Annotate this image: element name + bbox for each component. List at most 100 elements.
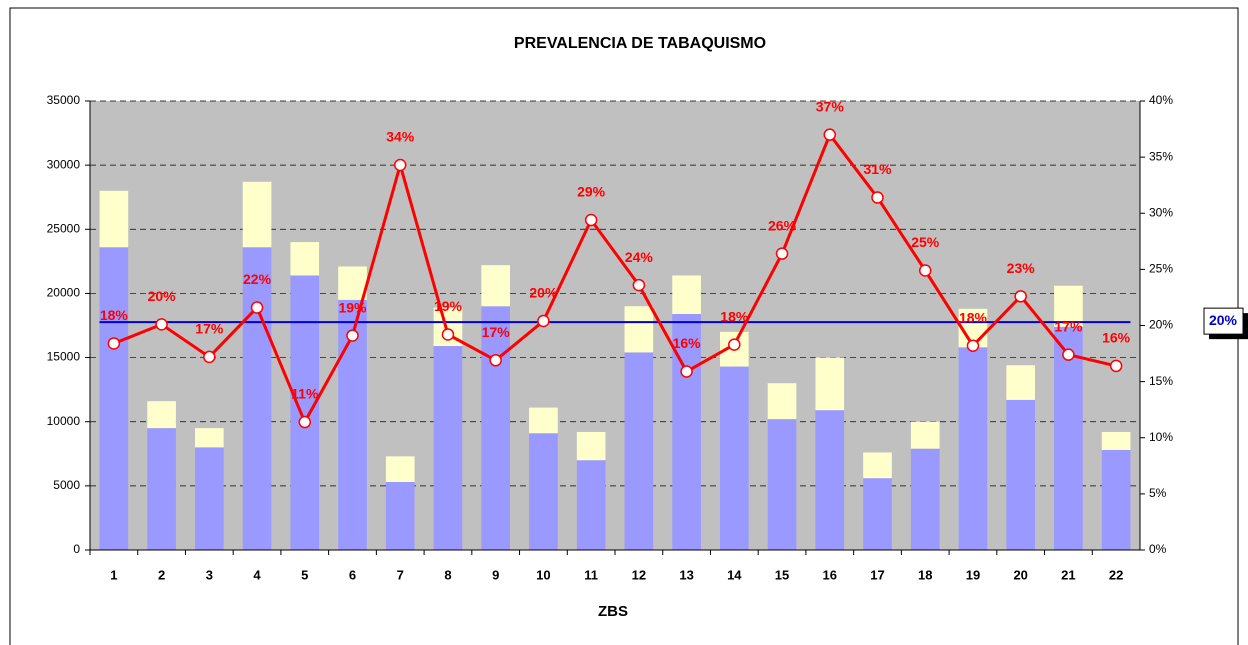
data-label: 26% <box>768 217 797 233</box>
line-point <box>775 247 789 260</box>
bar-segment <box>195 447 224 550</box>
y-tick-label: 0 <box>73 542 80 556</box>
bar-segment <box>242 181 272 248</box>
bar-segment <box>290 242 320 276</box>
bar-segment <box>815 410 845 550</box>
x-tick-label: 5 <box>301 567 308 582</box>
y2-tick-label: 30% <box>1149 205 1173 219</box>
x-tick-label: 16 <box>823 567 837 582</box>
bar-segment <box>1054 326 1083 550</box>
bar-segment <box>767 419 797 550</box>
y2-tick-label: 35% <box>1149 149 1173 163</box>
line-point <box>728 338 741 351</box>
x-tick-label: 20 <box>1013 567 1027 582</box>
bar-segment <box>529 433 558 550</box>
line-point <box>393 158 407 172</box>
bar-segment <box>815 357 845 411</box>
bar-segment <box>1101 431 1131 450</box>
x-tick-label: 22 <box>1109 567 1123 582</box>
data-label: 20% <box>148 288 177 304</box>
x-tick-label: 3 <box>206 567 213 582</box>
line-point <box>1062 348 1075 361</box>
bar-segment <box>529 407 558 434</box>
x-tick-label: 4 <box>253 567 261 582</box>
data-label: 34% <box>386 129 415 145</box>
bar-segment <box>290 275 320 550</box>
bar-segment <box>99 247 129 550</box>
x-tick-label: 6 <box>349 567 356 582</box>
chart-title: PREVALENCIA DE TABAQUISMO <box>514 35 766 52</box>
bar-segment <box>910 448 940 550</box>
x-tick-label: 15 <box>775 567 789 582</box>
x-tick-label: 9 <box>492 567 499 582</box>
x-tick-label: 8 <box>444 567 451 582</box>
bar-segment <box>958 347 988 550</box>
line-series <box>113 131 1117 426</box>
y-tick-label: 25000 <box>47 221 81 235</box>
x-tick-label: 7 <box>397 567 404 582</box>
bar-segment <box>481 265 510 307</box>
bar-segment <box>624 352 654 550</box>
bar-segment <box>147 428 176 550</box>
data-label: 18% <box>720 308 749 324</box>
data-label: 17% <box>195 321 224 337</box>
bar-segment <box>1054 285 1083 327</box>
data-label: 11% <box>291 386 319 402</box>
x-tick-label: 12 <box>632 567 646 582</box>
reference-label: 20% <box>1209 312 1238 328</box>
x-tick-label: 14 <box>727 567 742 582</box>
y2-tick-label: 25% <box>1149 262 1173 276</box>
data-label: 16% <box>673 335 702 351</box>
x-tick-label: 1 <box>110 567 117 582</box>
data-label: 16% <box>1102 330 1131 346</box>
bar-segment <box>624 306 654 353</box>
y-tick-label: 20000 <box>47 286 81 300</box>
line-point <box>489 354 502 367</box>
line-point <box>203 350 216 364</box>
line-point <box>871 191 884 204</box>
bar-segment <box>385 456 415 483</box>
data-label: 19% <box>338 299 367 315</box>
bar-segment <box>338 266 367 300</box>
bar-segment <box>1006 365 1035 400</box>
line-point <box>1014 290 1027 303</box>
line-point <box>537 314 550 328</box>
y-tick-label: 5000 <box>53 478 80 492</box>
y2-tick-label: 0% <box>1149 542 1167 556</box>
y2-tick-label: 10% <box>1149 430 1173 444</box>
bar-segment <box>672 275 701 314</box>
line-point <box>680 365 693 378</box>
line-point <box>632 278 646 292</box>
bar-segment <box>195 428 224 448</box>
line-point <box>441 328 455 341</box>
x-tick-label: 17 <box>870 567 884 582</box>
x-axis-label: ZBS <box>598 603 628 620</box>
bar-segment <box>910 421 940 449</box>
data-label: 31% <box>863 161 892 177</box>
y-tick-label: 10000 <box>47 414 81 428</box>
x-tick-label: 13 <box>679 567 693 582</box>
y2-tick-label: 5% <box>1149 486 1167 500</box>
y2-tick-label: 40% <box>1149 93 1173 107</box>
line-point <box>584 213 598 227</box>
y-tick-label: 30000 <box>47 157 81 171</box>
data-label: 37% <box>816 98 845 114</box>
data-label: 22% <box>243 271 272 287</box>
bar-segment <box>481 306 510 550</box>
line-point <box>250 301 264 314</box>
bar-segment <box>720 366 749 550</box>
line-point <box>346 329 359 342</box>
bar-segment <box>99 190 129 248</box>
line-point <box>155 318 168 331</box>
line-point <box>966 339 980 352</box>
y2-tick-label: 20% <box>1149 318 1173 332</box>
y-tick-label: 15000 <box>47 350 81 364</box>
x-tick-label: 18 <box>918 567 932 582</box>
data-label: 25% <box>911 234 940 250</box>
data-label: 18% <box>959 309 988 325</box>
reference-label-box <box>1203 307 1244 335</box>
bar-segment <box>147 401 176 429</box>
bar-segment <box>385 482 415 550</box>
line-point <box>107 337 121 350</box>
